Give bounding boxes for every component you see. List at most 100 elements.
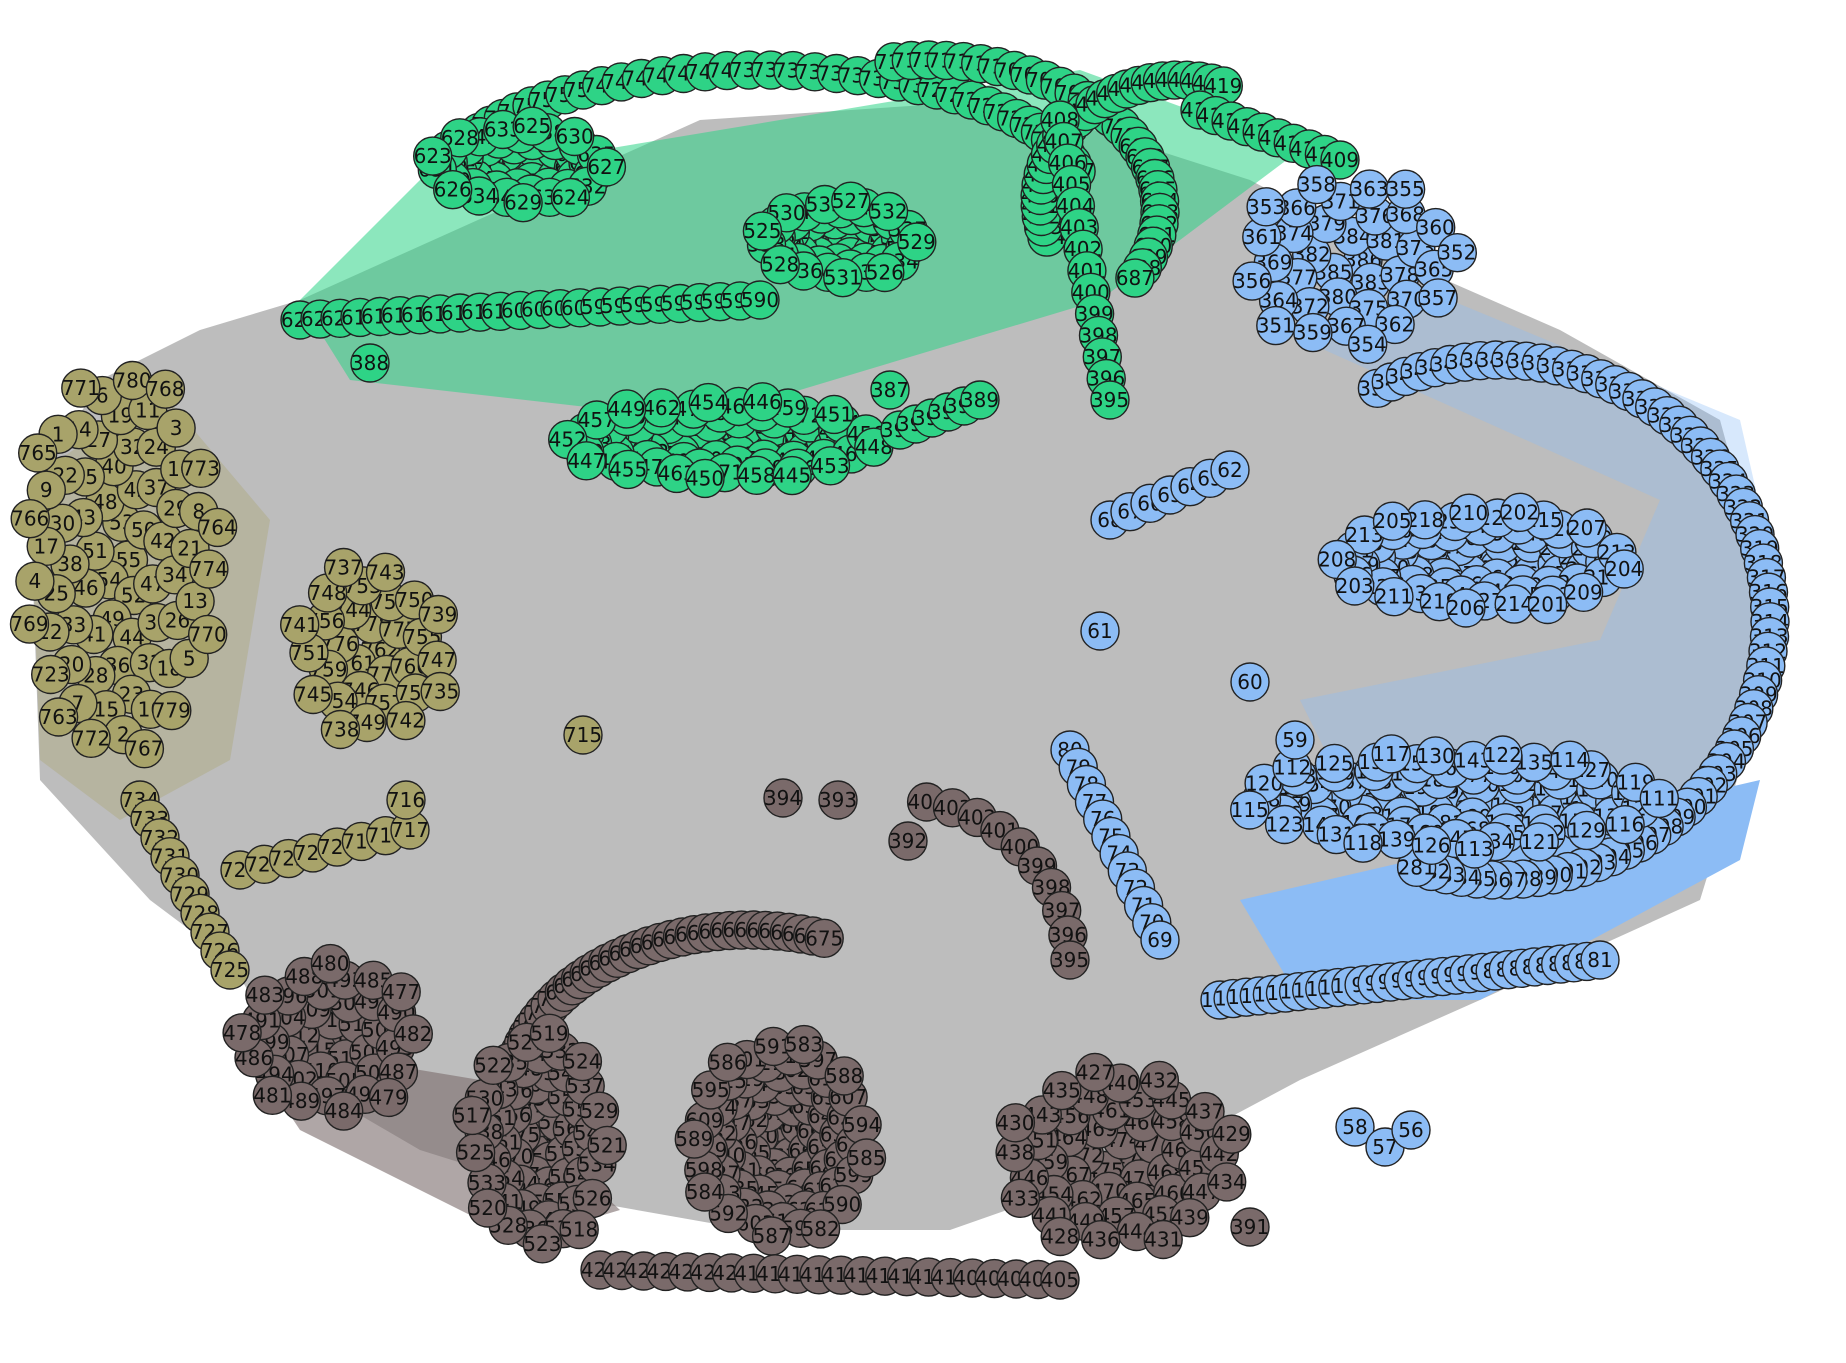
graph-node[interactable]: 586 bbox=[707, 1042, 748, 1083]
graph-node[interactable]: 766 bbox=[10, 499, 50, 539]
graph-node[interactable]: 624 bbox=[550, 177, 591, 218]
graph-node[interactable]: 623 bbox=[413, 136, 453, 176]
graph-node[interactable]: 116 bbox=[1605, 805, 1645, 845]
graph-node[interactable]: 770 bbox=[187, 614, 228, 655]
graph-node[interactable]: 518 bbox=[559, 1209, 599, 1250]
graph-node[interactable]: 626 bbox=[433, 169, 473, 210]
graph-node[interactable]: 394 bbox=[763, 778, 803, 818]
graph-node[interactable]: 771 bbox=[61, 368, 101, 408]
graph-node[interactable]: 391 bbox=[1230, 1207, 1270, 1247]
graph-node[interactable]: 773 bbox=[181, 448, 221, 488]
graph-node[interactable]: 725 bbox=[210, 950, 250, 990]
graph-node[interactable]: 779 bbox=[152, 690, 192, 731]
graph-node[interactable]: 113 bbox=[1454, 829, 1495, 869]
graph-node[interactable]: 774 bbox=[189, 549, 229, 589]
graph-node[interactable]: 739 bbox=[418, 594, 458, 635]
graph-node[interactable]: 81 bbox=[1580, 940, 1620, 980]
graph-node[interactable]: 358 bbox=[1297, 164, 1337, 205]
graph-node[interactable]: 585 bbox=[846, 1138, 887, 1178]
graph-node[interactable]: 433 bbox=[1000, 1178, 1041, 1219]
graph-node[interactable]: 743 bbox=[365, 552, 406, 592]
graph-node[interactable]: 716 bbox=[386, 780, 426, 820]
graph-node[interactable]: 594 bbox=[842, 1105, 882, 1145]
graph-node[interactable]: 209 bbox=[1563, 572, 1604, 612]
graph-node[interactable]: 139 bbox=[1376, 819, 1417, 859]
graph-node[interactable]: 355 bbox=[1385, 169, 1426, 209]
graph-node[interactable]: 431 bbox=[1143, 1219, 1183, 1260]
graph-node[interactable]: 481 bbox=[252, 1075, 293, 1116]
graph-node[interactable]: 483 bbox=[245, 975, 285, 1015]
graph-node[interactable]: 62 bbox=[1210, 450, 1250, 490]
graph-node[interactable]: 582 bbox=[800, 1209, 841, 1249]
graph-node[interactable]: 772 bbox=[71, 718, 111, 758]
graph-node[interactable]: 202 bbox=[1500, 492, 1540, 532]
graph-node[interactable]: 529 bbox=[579, 1091, 620, 1131]
graph-node[interactable]: 584 bbox=[685, 1172, 725, 1212]
graph-node[interactable]: 395 bbox=[1050, 940, 1090, 980]
graph-node[interactable]: 60 bbox=[1230, 662, 1270, 702]
graph-node[interactable]: 583 bbox=[784, 1024, 824, 1065]
graph-node[interactable]: 122 bbox=[1483, 735, 1523, 775]
graph-node[interactable]: 69 bbox=[1140, 920, 1180, 960]
graph-node[interactable]: 523 bbox=[522, 1224, 563, 1264]
graph-node[interactable]: 767 bbox=[124, 729, 165, 769]
graph-node[interactable]: 525 bbox=[742, 211, 783, 251]
graph-node[interactable]: 392 bbox=[888, 821, 928, 861]
graph-node[interactable]: 206 bbox=[1446, 588, 1486, 628]
graph-node[interactable]: 352 bbox=[1437, 232, 1478, 273]
graph-node[interactable]: 429 bbox=[1212, 1114, 1252, 1154]
graph-node[interactable]: 477 bbox=[381, 972, 421, 1012]
graph-node[interactable]: 121 bbox=[1519, 822, 1560, 862]
graph-node[interactable]: 525 bbox=[455, 1132, 496, 1173]
graph-node[interactable]: 207 bbox=[1567, 508, 1607, 548]
graph-node[interactable]: 430 bbox=[995, 1103, 1036, 1143]
graph-node[interactable]: 763 bbox=[38, 697, 79, 737]
graph-node[interactable]: 203 bbox=[1334, 566, 1375, 606]
graph-node[interactable]: 768 bbox=[145, 369, 186, 409]
graph-node[interactable]: 395 bbox=[1090, 380, 1130, 420]
graph-node[interactable]: 627 bbox=[586, 147, 627, 187]
graph-node[interactable]: 111 bbox=[1639, 778, 1680, 819]
graph-node[interactable]: 56 bbox=[1391, 1110, 1431, 1150]
graph-node[interactable]: 524 bbox=[562, 1041, 603, 1082]
graph-node[interactable]: 528 bbox=[760, 245, 800, 285]
graph-node[interactable]: 393 bbox=[818, 780, 858, 820]
graph-node[interactable]: 520 bbox=[467, 1188, 508, 1228]
graph-node[interactable]: 126 bbox=[1411, 825, 1452, 865]
graph-node[interactable]: 428 bbox=[1040, 1216, 1080, 1257]
graph-node[interactable]: 118 bbox=[1343, 823, 1383, 863]
graph-node[interactable]: 432 bbox=[1139, 1060, 1180, 1101]
graph-node[interactable]: 3 bbox=[156, 408, 196, 448]
graph-node[interactable]: 129 bbox=[1567, 810, 1607, 851]
graph-node[interactable]: 521 bbox=[587, 1125, 627, 1166]
graph-node[interactable]: 625 bbox=[512, 106, 552, 146]
graph-node[interactable]: 453 bbox=[810, 446, 851, 486]
graph-node[interactable]: 590 bbox=[740, 280, 780, 320]
graph-node[interactable]: 389 bbox=[960, 380, 1000, 420]
graph-node[interactable]: 715 bbox=[563, 715, 603, 755]
graph-node[interactable]: 405 bbox=[1040, 1260, 1080, 1300]
graph-node[interactable]: 587 bbox=[751, 1216, 792, 1256]
graph-node[interactable]: 359 bbox=[1293, 312, 1333, 353]
graph-node[interactable]: 455 bbox=[608, 449, 648, 490]
graph-node[interactable]: 4 bbox=[15, 561, 55, 601]
graph-node[interactable]: 59 bbox=[1275, 720, 1315, 760]
graph-node[interactable]: 480 bbox=[310, 943, 351, 984]
graph-node[interactable]: 479 bbox=[368, 1077, 409, 1118]
graph-node[interactable]: 737 bbox=[323, 547, 364, 588]
graph-node[interactable]: 519 bbox=[529, 1013, 570, 1054]
graph-node[interactable]: 114 bbox=[1550, 740, 1590, 780]
graph-node[interactable]: 353 bbox=[1246, 187, 1286, 227]
graph-node[interactable]: 526 bbox=[865, 252, 905, 293]
graph-node[interactable]: 454 bbox=[688, 382, 728, 423]
graph-node[interactable]: 745 bbox=[293, 674, 333, 715]
graph-node[interactable]: 723 bbox=[31, 654, 71, 695]
graph-node[interactable]: 388 bbox=[350, 343, 390, 383]
graph-node[interactable]: 765 bbox=[18, 433, 58, 473]
graph-node[interactable]: 589 bbox=[674, 1119, 714, 1159]
graph-node[interactable]: 211 bbox=[1374, 577, 1414, 617]
graph-node[interactable]: 210 bbox=[1449, 493, 1489, 533]
graph-node[interactable]: 205 bbox=[1372, 501, 1413, 541]
graph-node[interactable]: 204 bbox=[1604, 549, 1644, 589]
graph-node[interactable]: 357 bbox=[1418, 278, 1458, 318]
